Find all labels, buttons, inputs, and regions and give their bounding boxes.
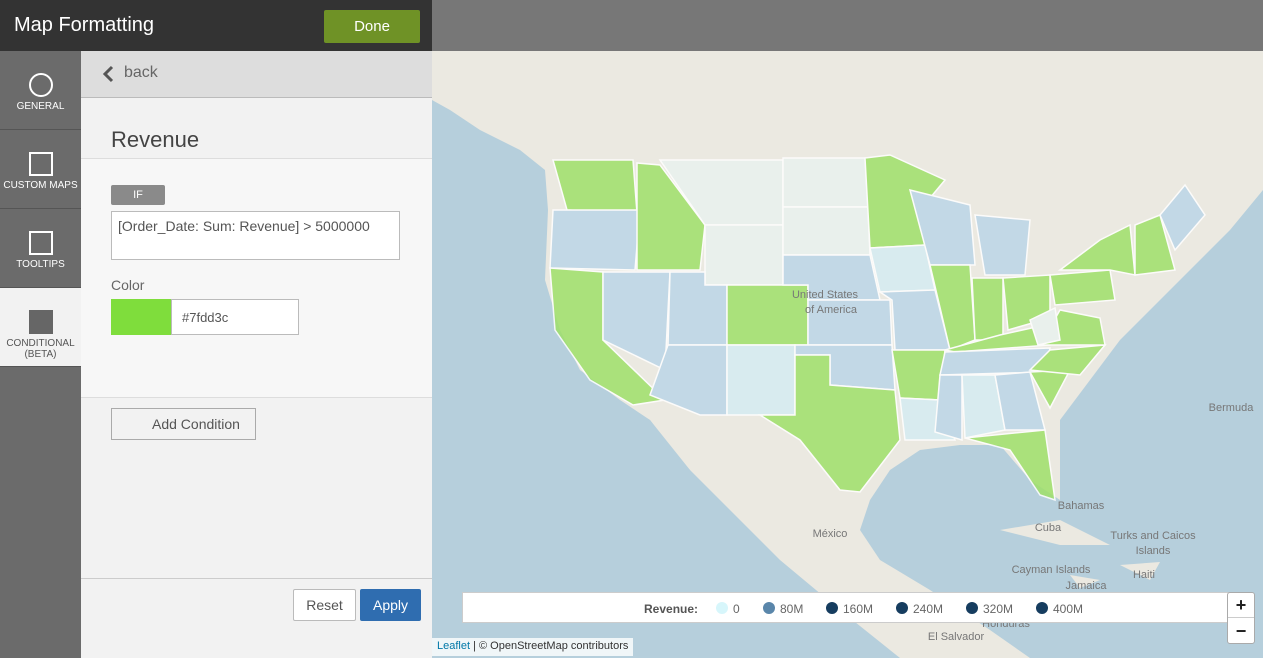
tab-icon: [29, 152, 53, 176]
sidebar-tab[interactable]: CUSTOM MAPS: [0, 130, 81, 209]
map-label: Cayman Islands: [1012, 564, 1091, 576]
header-title: Map Formatting: [14, 14, 155, 36]
leaflet-link[interactable]: Leaflet: [437, 640, 471, 652]
map-label: Turks and Caicos: [1110, 530, 1196, 542]
tab-icon: [29, 73, 53, 97]
tab-icon: [29, 310, 53, 334]
legend-dot: [716, 602, 728, 614]
tab-label: CONDITIONAL (BETA): [6, 338, 75, 360]
tab-icon: [29, 231, 53, 255]
tab-label: GENERAL: [16, 101, 65, 112]
legend-label: 320M: [983, 602, 1014, 616]
zoom-in[interactable]: +: [1228, 593, 1254, 618]
color-input[interactable]: #7fdd3c: [171, 299, 299, 335]
if-badge: IF: [111, 185, 165, 205]
color-label: Color: [111, 277, 145, 293]
legend-dot: [826, 602, 838, 614]
legend: Revenue: 0 80M 160M 240M 320M 400M: [462, 592, 1232, 623]
header-right: [432, 0, 1263, 51]
map[interactable]: United States of America Bermuda Bahamas Cub…: [432, 51, 1263, 658]
sidebar-tab[interactable]: CONDITIONAL (BETA): [0, 288, 81, 367]
legend-label: 160M: [843, 602, 874, 616]
done-button[interactable]: Done: [324, 10, 420, 43]
map-label: México: [813, 528, 848, 540]
expression-input[interactable]: [Order_Date: Sum: Revenue] > 5000000: [111, 211, 400, 260]
legend-label: 400M: [1053, 602, 1084, 616]
map-label: of America: [805, 304, 858, 316]
zoom-control: + −: [1227, 592, 1255, 644]
legend-dot: [896, 602, 908, 614]
map-label: Haiti: [1133, 569, 1155, 581]
legend-label: 80M: [780, 602, 804, 616]
back-icon: [102, 65, 114, 83]
zoom-out[interactable]: −: [1235, 621, 1247, 641]
color-swatch[interactable]: [111, 299, 172, 335]
back-link[interactable]: back: [124, 64, 158, 81]
legend-title: Revenue:: [644, 602, 699, 616]
legend-label: 0: [733, 602, 740, 616]
sidebar-tab[interactable]: TOOLTIPS: [0, 209, 81, 288]
attribution: Leaflet | © OpenStreetMap contributors: [432, 638, 634, 656]
map-label: Cuba: [1035, 522, 1062, 534]
tab-label: CUSTOM MAPS: [3, 180, 78, 191]
attribution-text: | © OpenStreetMap contributors: [473, 640, 629, 652]
map-label: Jamaica: [1066, 580, 1108, 592]
map-label: Bahamas: [1058, 500, 1105, 512]
reset-button[interactable]: Reset: [293, 589, 356, 621]
add-condition-button[interactable]: Add Condition: [111, 408, 256, 440]
tab-label: TOOLTIPS: [16, 259, 65, 270]
map-label: El Salvador: [928, 631, 985, 643]
map-label: United States: [792, 289, 859, 301]
legend-label: 240M: [913, 602, 944, 616]
map-label: Islands: [1136, 545, 1171, 557]
legend-dot: [966, 602, 978, 614]
back-bar[interactable]: [81, 51, 432, 98]
panel-title: Revenue: [111, 127, 200, 152]
map-label: Bermuda: [1209, 402, 1255, 414]
legend-dot: [1036, 602, 1048, 614]
apply-button[interactable]: Apply: [360, 589, 421, 621]
sidebar-tab[interactable]: GENERAL: [0, 51, 81, 130]
legend-dot: [763, 602, 775, 614]
panel-footer: [81, 578, 432, 633]
